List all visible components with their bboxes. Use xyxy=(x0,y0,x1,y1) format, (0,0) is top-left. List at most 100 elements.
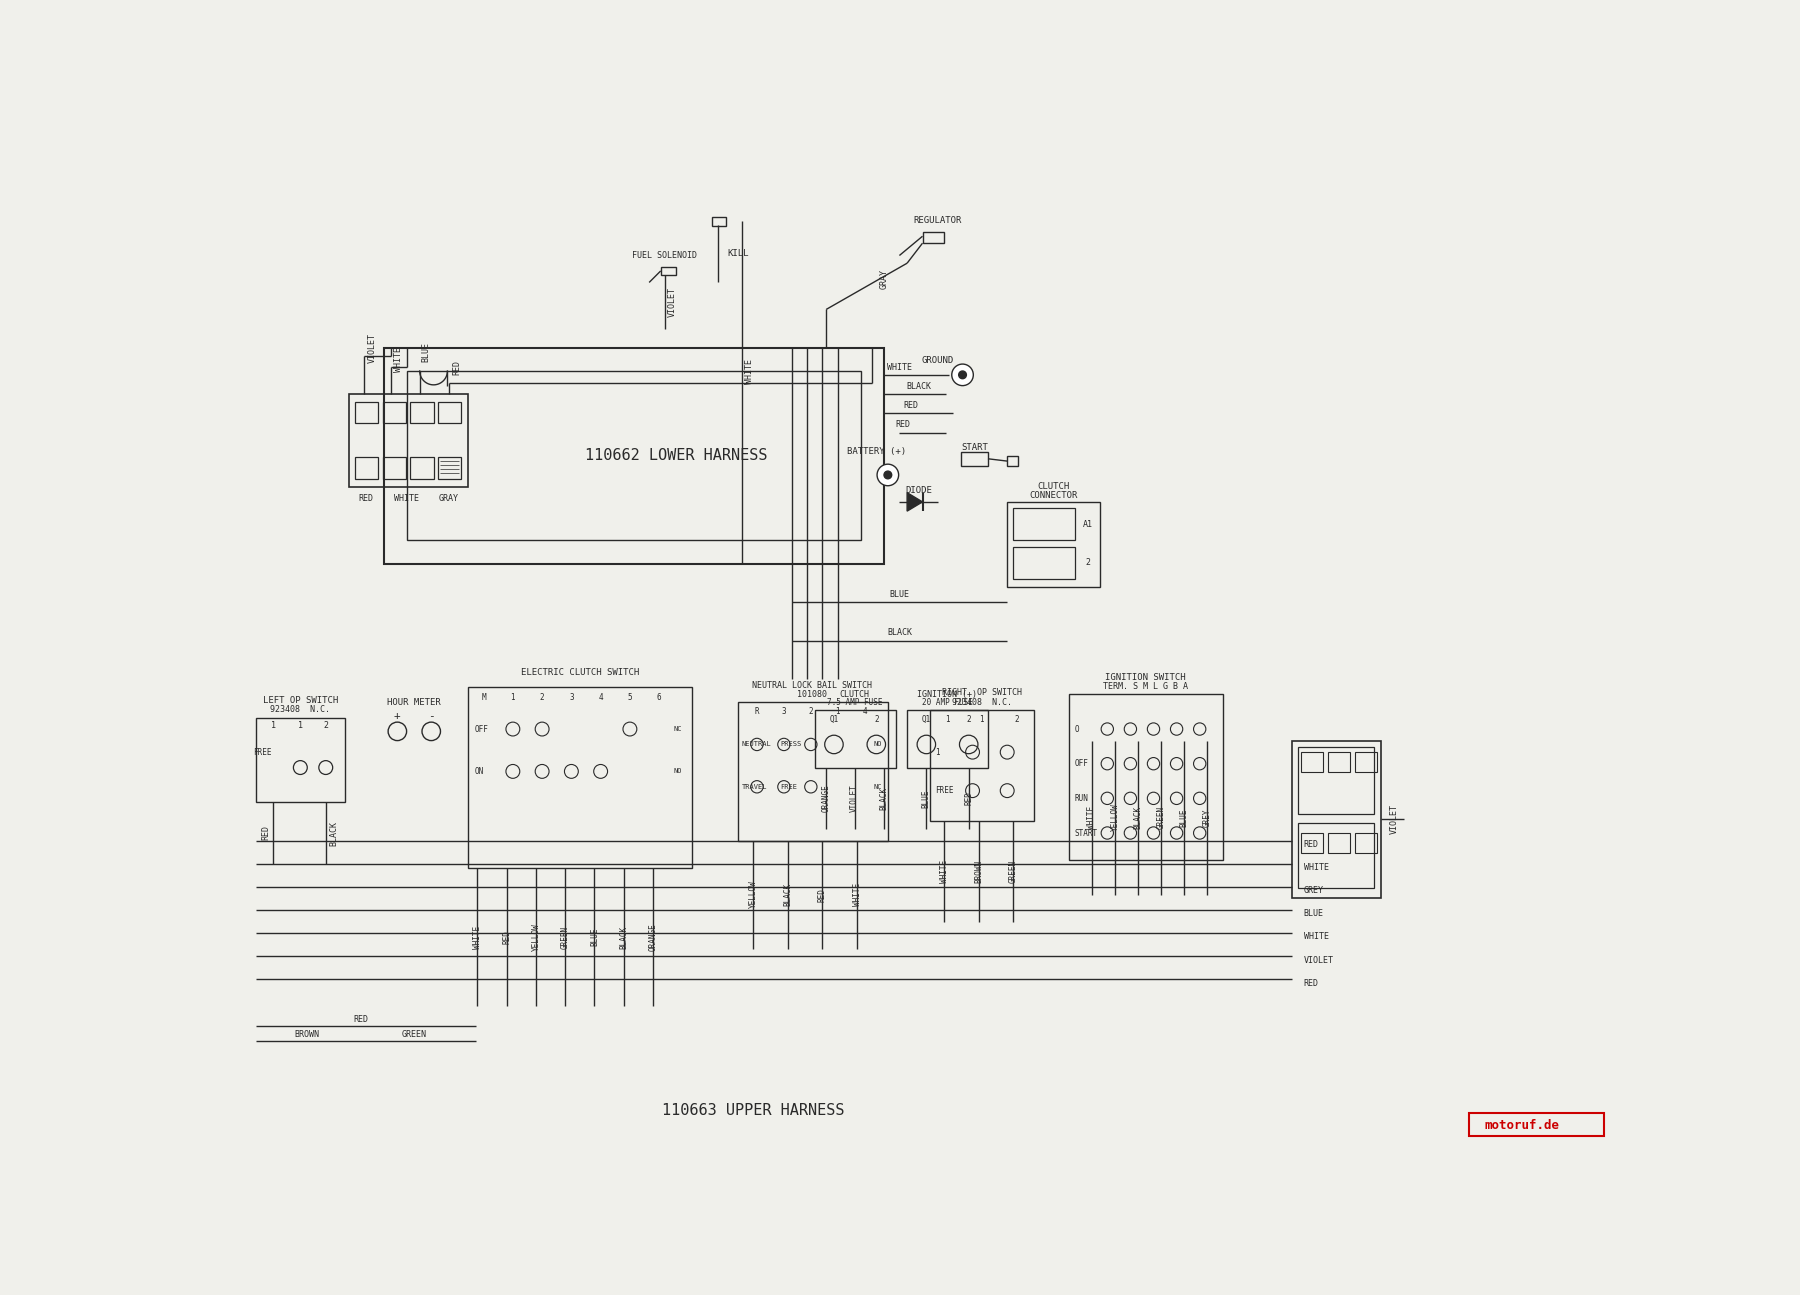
Text: BLACK: BLACK xyxy=(905,382,931,391)
Text: GRAY: GRAY xyxy=(880,268,889,289)
Bar xyxy=(1008,502,1100,587)
Bar xyxy=(355,457,378,479)
Text: A1: A1 xyxy=(1084,519,1093,528)
Text: GREY: GREY xyxy=(1303,886,1323,895)
Circle shape xyxy=(884,471,891,479)
Text: GREEN: GREEN xyxy=(562,926,571,948)
Text: LEFT OP SWITCH: LEFT OP SWITCH xyxy=(263,695,338,704)
Text: RED: RED xyxy=(904,401,918,411)
Text: 1: 1 xyxy=(934,747,940,756)
Bar xyxy=(468,686,691,868)
Text: VIOLET: VIOLET xyxy=(850,785,859,812)
Text: FREE: FREE xyxy=(254,747,272,756)
Text: NO: NO xyxy=(873,742,882,747)
Text: BATTERY (+): BATTERY (+) xyxy=(846,447,905,456)
Text: WHITE: WHITE xyxy=(1303,932,1328,941)
Bar xyxy=(407,370,860,540)
Text: RED: RED xyxy=(358,493,373,502)
Bar xyxy=(1328,752,1350,772)
Text: BLACK: BLACK xyxy=(880,787,889,809)
Text: 2: 2 xyxy=(324,721,328,729)
Bar xyxy=(355,401,378,423)
Text: R: R xyxy=(754,707,760,716)
Text: OFF: OFF xyxy=(1075,759,1089,768)
Text: 7.5 AMP FUSE: 7.5 AMP FUSE xyxy=(826,698,882,707)
Text: FUEL SOLENOID: FUEL SOLENOID xyxy=(632,251,697,260)
Text: 1: 1 xyxy=(945,715,949,724)
Text: RED: RED xyxy=(452,360,461,374)
Text: +: + xyxy=(394,711,401,721)
Text: BLUE: BLUE xyxy=(421,342,430,361)
Bar xyxy=(922,232,943,243)
Text: BLACK: BLACK xyxy=(329,821,338,846)
Text: 1: 1 xyxy=(511,693,515,702)
Text: 1: 1 xyxy=(835,707,841,716)
Text: 1: 1 xyxy=(270,721,275,729)
Text: 2: 2 xyxy=(875,715,878,724)
Bar xyxy=(437,401,461,423)
Text: WHITE: WHITE xyxy=(1087,805,1096,829)
Text: 101080: 101080 xyxy=(797,690,828,699)
Bar xyxy=(1298,824,1375,887)
Bar xyxy=(907,710,988,768)
Text: CLUTCH: CLUTCH xyxy=(841,690,869,699)
Text: BROWN: BROWN xyxy=(293,1031,319,1040)
Bar xyxy=(713,218,725,227)
Bar xyxy=(437,457,461,479)
Bar xyxy=(815,710,896,768)
Circle shape xyxy=(952,364,974,386)
Text: NC: NC xyxy=(873,783,882,790)
Bar xyxy=(931,710,1035,821)
Text: NEUTRAL: NEUTRAL xyxy=(742,742,772,747)
Text: BLACK: BLACK xyxy=(1134,805,1143,829)
Text: WHITE: WHITE xyxy=(940,860,949,883)
Polygon shape xyxy=(907,492,922,512)
Text: M: M xyxy=(481,693,486,702)
Bar xyxy=(383,401,405,423)
Bar xyxy=(383,348,884,563)
Text: WHITE: WHITE xyxy=(853,883,862,906)
Text: Q1: Q1 xyxy=(830,715,839,724)
Text: RIGHT  OP SWITCH: RIGHT OP SWITCH xyxy=(941,689,1022,698)
Bar xyxy=(349,394,468,487)
Bar xyxy=(1013,546,1075,579)
Text: IGNITION SWITCH: IGNITION SWITCH xyxy=(1105,673,1186,682)
Text: BLACK: BLACK xyxy=(887,628,913,637)
Text: PRESS: PRESS xyxy=(779,742,801,747)
Text: 110663 UPPER HARNESS: 110663 UPPER HARNESS xyxy=(662,1103,844,1118)
Text: BLUE: BLUE xyxy=(922,789,931,808)
Text: NEUTRAL LOCK BAIL SWITCH: NEUTRAL LOCK BAIL SWITCH xyxy=(752,681,873,690)
Text: HOUR METER: HOUR METER xyxy=(387,698,441,707)
Text: 923408  N.C.: 923408 N.C. xyxy=(270,706,331,715)
Circle shape xyxy=(877,464,898,486)
Text: GREEN: GREEN xyxy=(1157,805,1166,829)
Text: GREY: GREY xyxy=(1202,808,1211,826)
Text: WHITE: WHITE xyxy=(887,363,913,372)
Text: IGNITION (+): IGNITION (+) xyxy=(918,690,977,699)
Text: BLACK: BLACK xyxy=(619,926,628,948)
Bar xyxy=(1355,752,1377,772)
Bar xyxy=(1008,456,1019,466)
Text: BLUE: BLUE xyxy=(889,589,909,598)
Text: RED: RED xyxy=(1303,840,1319,850)
Text: 2: 2 xyxy=(1013,715,1019,724)
Text: 5: 5 xyxy=(628,693,632,702)
Text: NO: NO xyxy=(673,768,682,774)
Text: RED: RED xyxy=(1303,979,1319,988)
Text: GREEN: GREEN xyxy=(1008,860,1017,883)
Text: GREEN: GREEN xyxy=(401,1031,427,1040)
Text: 4: 4 xyxy=(598,693,603,702)
Text: CONNECTOR: CONNECTOR xyxy=(1030,491,1078,500)
Text: RED: RED xyxy=(965,791,974,805)
Text: KILL: KILL xyxy=(727,250,749,259)
Bar xyxy=(1298,747,1375,813)
Text: TRAVEL: TRAVEL xyxy=(742,783,767,790)
Text: 110662 LOWER HARNESS: 110662 LOWER HARNESS xyxy=(585,448,767,464)
Circle shape xyxy=(959,370,967,378)
Bar xyxy=(961,452,988,466)
Text: VIOLET: VIOLET xyxy=(668,286,677,317)
Text: START: START xyxy=(1075,829,1098,838)
Text: 2: 2 xyxy=(1085,558,1091,567)
Text: GROUND: GROUND xyxy=(922,356,954,365)
Bar xyxy=(1328,833,1350,853)
